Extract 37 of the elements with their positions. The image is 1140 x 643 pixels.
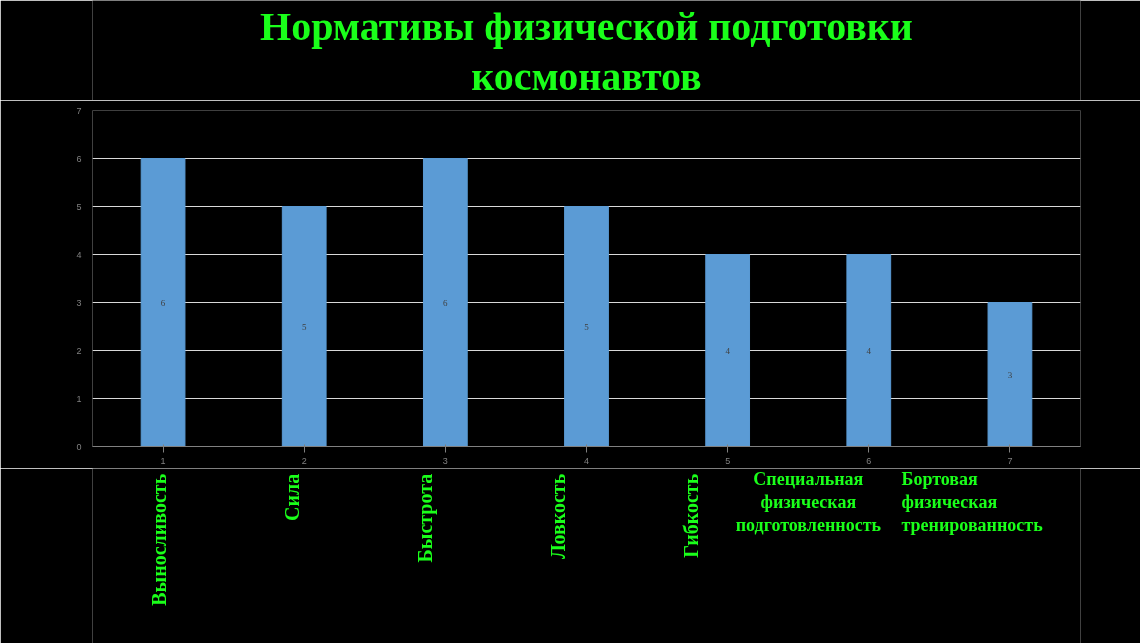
y-tick-label: 3 — [76, 297, 82, 308]
data-label: 3 — [1007, 369, 1013, 380]
y-tick-label: 7 — [76, 105, 82, 116]
y-tick-label: 4 — [76, 249, 82, 260]
text: Гибкость — [680, 473, 703, 558]
data-label: 4 — [725, 345, 731, 356]
text: Бортовая физическая тренированность — [901, 468, 1044, 535]
text: Специальная физическая подготовленность — [735, 468, 882, 535]
x-tick-label: 7 — [1007, 455, 1013, 466]
text: Сила — [281, 473, 304, 521]
x-tick-label: 6 — [866, 455, 872, 466]
data-label: 5 — [584, 321, 590, 332]
data-label: 4 — [866, 345, 872, 356]
y-tick-label: 6 — [76, 153, 82, 164]
bar — [987, 302, 1033, 447]
bar — [281, 206, 327, 447]
x-tick-label: 1 — [160, 455, 166, 466]
x-tick-label: 2 — [301, 455, 307, 466]
data-label: 6 — [443, 297, 449, 308]
text: Выносливость — [148, 473, 171, 606]
bar — [422, 158, 468, 447]
text: Быстрота — [414, 473, 438, 563]
y-tick-label: 0 — [76, 441, 82, 452]
x-tick-label: 3 — [442, 455, 448, 466]
bar — [846, 254, 892, 447]
bar — [140, 158, 186, 447]
text: Ловкость — [547, 473, 570, 559]
data-label: 6 — [160, 297, 166, 308]
y-tick-label: 5 — [76, 201, 82, 212]
chart-title: Нормативы физической подготовки космонавтов — [260, 4, 913, 99]
y-tick-label: 2 — [76, 345, 82, 356]
y-tick-label: 1 — [76, 393, 82, 404]
x-tick-label: 4 — [584, 455, 590, 466]
x-tick-label: 5 — [725, 455, 731, 466]
bar — [705, 254, 751, 447]
data-label: 5 — [301, 321, 307, 332]
bar — [564, 206, 609, 447]
